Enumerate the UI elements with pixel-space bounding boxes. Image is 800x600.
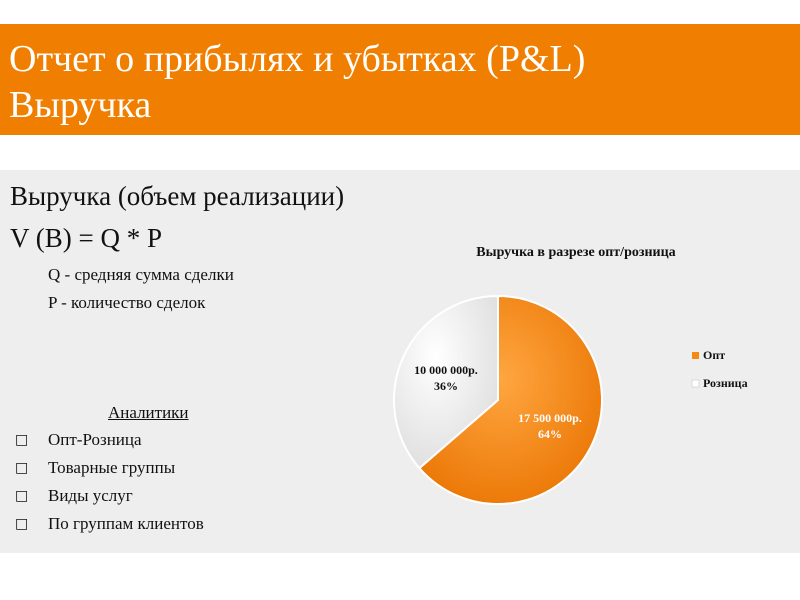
- checkbox-bullet-icon: □: [15, 460, 29, 476]
- revenue-heading: Выручка (объем реализации): [10, 181, 345, 211]
- data-label-percent: 36%: [434, 379, 458, 393]
- definition-q: Q - средняя сумма сделки: [48, 265, 234, 284]
- legend-swatch-opt: [692, 352, 699, 359]
- analytics-item-label: Опт-Розница: [48, 430, 142, 449]
- content-panel: Выручка (объем реализации) V (B) = Q * P…: [0, 170, 800, 553]
- chart-title: Выручка в разрезе опт/розница: [476, 245, 675, 260]
- pie-slice-retail: [393, 294, 499, 470]
- definition-p: P - количество сделок: [48, 293, 206, 312]
- checkbox-bullet-icon: □: [15, 516, 29, 532]
- data-label-value: 10 000 000р.: [414, 363, 478, 377]
- pie-slices: [393, 294, 603, 505]
- legend-label-opt: Опт: [703, 348, 725, 362]
- revenue-formula: V (B) = Q * P: [10, 223, 162, 253]
- checkbox-bullet-icon: □: [15, 488, 29, 504]
- legend-label-retail: Розница: [703, 376, 748, 390]
- analytics-item-label: По группам клиентов: [48, 514, 204, 533]
- analytics-item-label: Товарные группы: [48, 458, 176, 477]
- legend-swatch-retail: [691, 379, 700, 388]
- chart-legend: Опт Розница: [691, 348, 748, 390]
- page-title: Отчет о прибылях и убытках (P&L): [9, 38, 586, 80]
- title-bar: Отчет о прибылях и убытках (P&L) Выручка: [0, 24, 800, 135]
- page-subtitle: Выручка: [9, 84, 152, 126]
- checkbox-bullet-icon: □: [15, 432, 29, 448]
- revenue-pie-chart: Выручка в разрезе опт/розница 17 500 000…: [393, 245, 748, 505]
- pie-labels: 17 500 000р. 64% 10 000 000р. 36%: [414, 363, 582, 441]
- analytics-title: Аналитики: [108, 403, 189, 422]
- data-label-percent: 64%: [538, 427, 562, 441]
- pie-slice-opt: [417, 294, 603, 505]
- data-label-value: 17 500 000р.: [518, 411, 582, 425]
- analytics-item-label: Виды услуг: [48, 486, 133, 505]
